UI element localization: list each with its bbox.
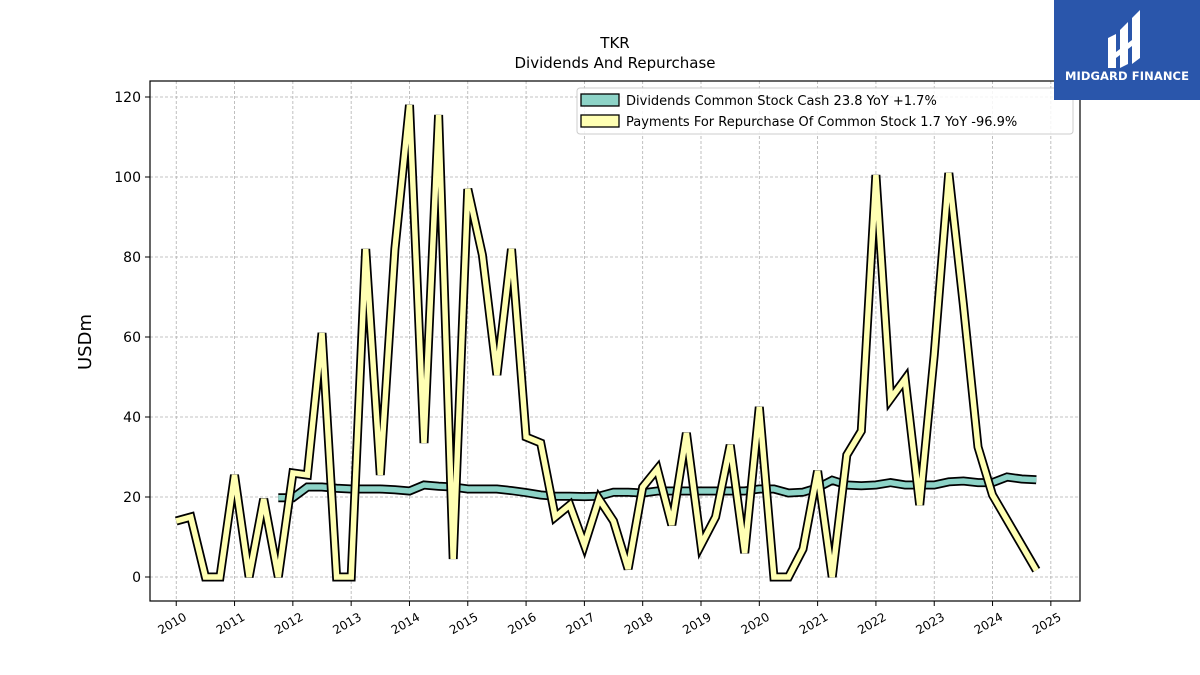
chart-subtitle: Dividends And Repurchase — [514, 54, 715, 72]
midgard-finance-logo: MIDGARD FINANCE — [1054, 0, 1200, 100]
y-tick-label: 20 — [123, 490, 141, 506]
series-line-dividends — [278, 474, 1037, 501]
series-layer — [175, 104, 1041, 582]
legend-label-dividends: Dividends Common Stock Cash 23.8 YoY +1.… — [626, 94, 937, 109]
plot-frame — [149, 80, 1081, 602]
legend-box — [576, 87, 1074, 135]
y-tick-label: 100 — [114, 170, 141, 186]
legend-swatch-dividends — [580, 93, 620, 107]
midgard-finance-logo-icon — [1108, 10, 1140, 68]
y-axis-label: USDm — [75, 314, 96, 370]
legend: Dividends Common Stock Cash 23.8 YoY +1.… — [576, 87, 1074, 135]
y-tick-label: 60 — [123, 330, 141, 346]
y-tick-label: 80 — [123, 250, 141, 266]
y-tick-label: 40 — [123, 410, 141, 426]
chart-title: TKR — [599, 34, 629, 52]
legend-swatch-repurchase — [580, 114, 620, 128]
y-tick-label: 120 — [114, 90, 141, 106]
logo-text: MIDGARD FINANCE — [1064, 69, 1190, 83]
series-line-repurchase — [175, 104, 1039, 580]
legend-label-repurchase: Payments For Repurchase Of Common Stock … — [626, 115, 1017, 130]
y-tick-label: 0 — [132, 570, 141, 586]
